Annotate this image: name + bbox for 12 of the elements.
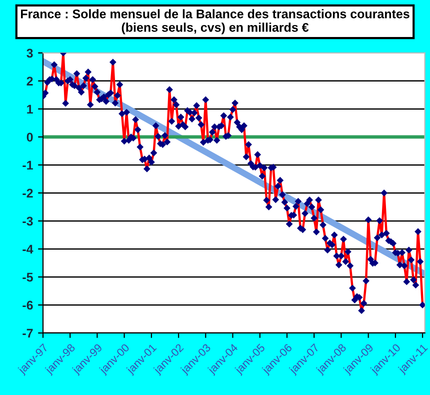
y-tick-label: -2 (22, 188, 33, 198)
y-tick-label: -6 (22, 300, 33, 310)
y-tick-label: 3 (26, 48, 33, 58)
y-tick-label: -3 (22, 216, 33, 226)
y-tick-label: -4 (22, 244, 34, 254)
y-tick-label: -1 (22, 160, 33, 170)
y-tick-label: 2 (26, 76, 33, 86)
y-tick-label: 0 (26, 132, 33, 142)
chart-title: France : Solde mensuel de la Balance des transactions courantes (biens seuls, cvs) en milliards € (20, 9, 410, 34)
y-tick-label: 1 (27, 104, 33, 114)
y-tick-label: -5 (22, 272, 33, 282)
y-tick-label: -7 (22, 328, 33, 338)
